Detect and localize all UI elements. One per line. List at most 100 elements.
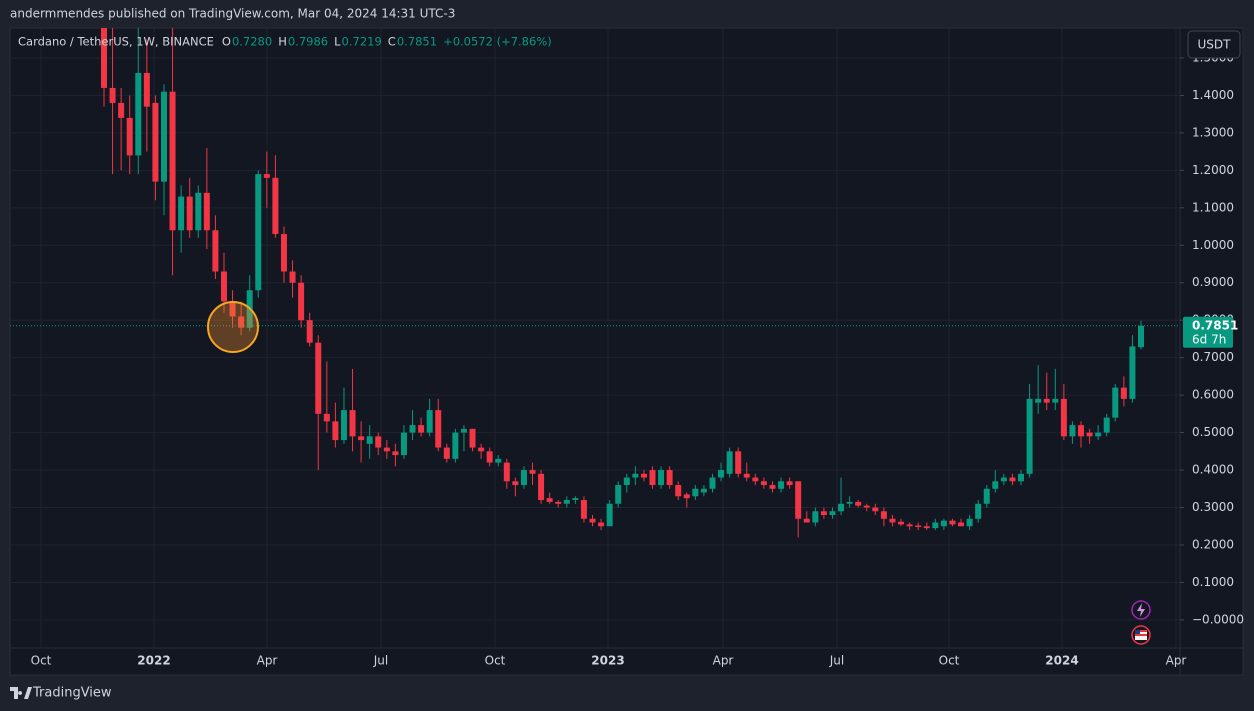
candles — [101, 28, 1144, 538]
candle-body — [915, 525, 922, 527]
x-tick-label: Jul — [829, 654, 844, 668]
y-tick-label: 1.2000 — [1192, 163, 1234, 177]
candle-body — [658, 470, 665, 486]
candle-body — [409, 425, 416, 433]
candle-body — [1035, 398, 1042, 403]
candle-body — [735, 451, 742, 474]
y-tick-label: 0.3000 — [1192, 500, 1234, 514]
ohlc-legend: O 0.7280 H 0.7986 L 0.7219 C 0.7851 +0.0572 (+7.… — [222, 35, 552, 49]
candle-body — [683, 494, 690, 499]
candle-body — [898, 521, 905, 525]
candle-body — [135, 72, 142, 156]
candle-body — [709, 477, 716, 489]
y-tick-label: 0.1000 — [1192, 575, 1234, 589]
candle-body — [263, 174, 270, 178]
candle-body — [212, 230, 219, 272]
candle-body — [1112, 387, 1119, 418]
y-tick-label: 0.2000 — [1192, 537, 1234, 551]
candle-body — [486, 451, 493, 463]
y-tick-label: 1.1000 — [1192, 200, 1234, 214]
y-tick-label: 0.4000 — [1192, 463, 1234, 477]
candle-body — [529, 470, 536, 474]
candle-body — [1009, 477, 1016, 482]
candle-body — [752, 477, 759, 482]
last-price-label: 0.7851 — [1192, 318, 1238, 332]
candle-body — [829, 511, 836, 516]
currency-button[interactable] — [1187, 30, 1241, 59]
x-tick-label: Jul — [373, 654, 388, 668]
candle-body — [640, 473, 647, 478]
candle-body — [958, 522, 965, 527]
candle-body — [803, 518, 810, 523]
candle-body — [863, 505, 870, 508]
candle-body — [820, 511, 827, 516]
flag-stripe — [1135, 634, 1147, 636]
candle-body — [195, 192, 202, 231]
brand: TradingView — [10, 686, 112, 701]
candle-body — [272, 177, 279, 235]
publisher-line: andermmendes published on TradingView.co… — [10, 7, 455, 21]
candle-body — [118, 102, 125, 118]
candle-body — [572, 498, 579, 501]
candle-body — [400, 432, 407, 456]
candle-body — [255, 174, 262, 291]
candle-body — [452, 432, 459, 459]
candle-body — [126, 117, 133, 156]
candle-body — [812, 511, 819, 523]
candle-body — [606, 503, 613, 527]
candle-body — [743, 473, 750, 478]
candle-body — [229, 301, 236, 317]
candle-body — [923, 526, 930, 529]
x-tick-label: Apr — [1166, 654, 1187, 668]
event-icons — [1131, 600, 1151, 645]
brand-logo — [10, 687, 32, 699]
candle-body — [298, 282, 305, 321]
candle-body — [426, 410, 433, 433]
candle-body — [323, 413, 330, 422]
candle-body — [375, 436, 382, 448]
candle-body — [949, 520, 956, 525]
y-tick-label: 1.4000 — [1192, 88, 1234, 102]
candle-body — [101, 28, 107, 88]
candle-body — [478, 447, 485, 452]
candle-body — [932, 522, 939, 529]
candle-body — [152, 102, 159, 182]
brand-name: TradingView — [32, 686, 112, 701]
candle-body — [340, 410, 347, 441]
candle-body — [186, 196, 193, 231]
candle-body — [1026, 398, 1033, 474]
candle-body — [366, 436, 373, 444]
candle-body — [1069, 425, 1076, 437]
x-tick-label: 2024 — [1045, 654, 1078, 668]
candle-body — [889, 518, 896, 523]
candle-body — [178, 196, 185, 231]
lightning-glyph — [1137, 603, 1145, 617]
x-tick-label: Apr — [713, 654, 734, 668]
candle-body — [675, 485, 682, 497]
candle-body — [760, 481, 767, 486]
candle-body — [546, 498, 553, 502]
candle-body — [460, 428, 467, 433]
candle-body — [220, 271, 227, 302]
candle-body — [358, 436, 365, 441]
candle-body — [1120, 387, 1127, 399]
candle-body — [975, 503, 982, 519]
y-tick-label: 0.5000 — [1192, 425, 1234, 439]
candle-body — [1078, 425, 1085, 437]
candle-body — [520, 470, 527, 486]
candle-body — [1060, 398, 1067, 437]
candle-body — [1138, 325, 1144, 348]
candle-body — [1103, 417, 1110, 433]
candle-body — [392, 451, 399, 456]
candle-body — [238, 316, 245, 328]
candle-body — [1018, 473, 1025, 482]
candle-body — [1043, 398, 1050, 403]
candle-body — [555, 501, 562, 504]
candle-body — [940, 520, 947, 527]
candle-body — [632, 473, 639, 478]
legend-value: 0.7851 — [397, 35, 437, 49]
y-tick-label: 0.6000 — [1192, 388, 1234, 402]
highlight-circle — [207, 301, 259, 353]
